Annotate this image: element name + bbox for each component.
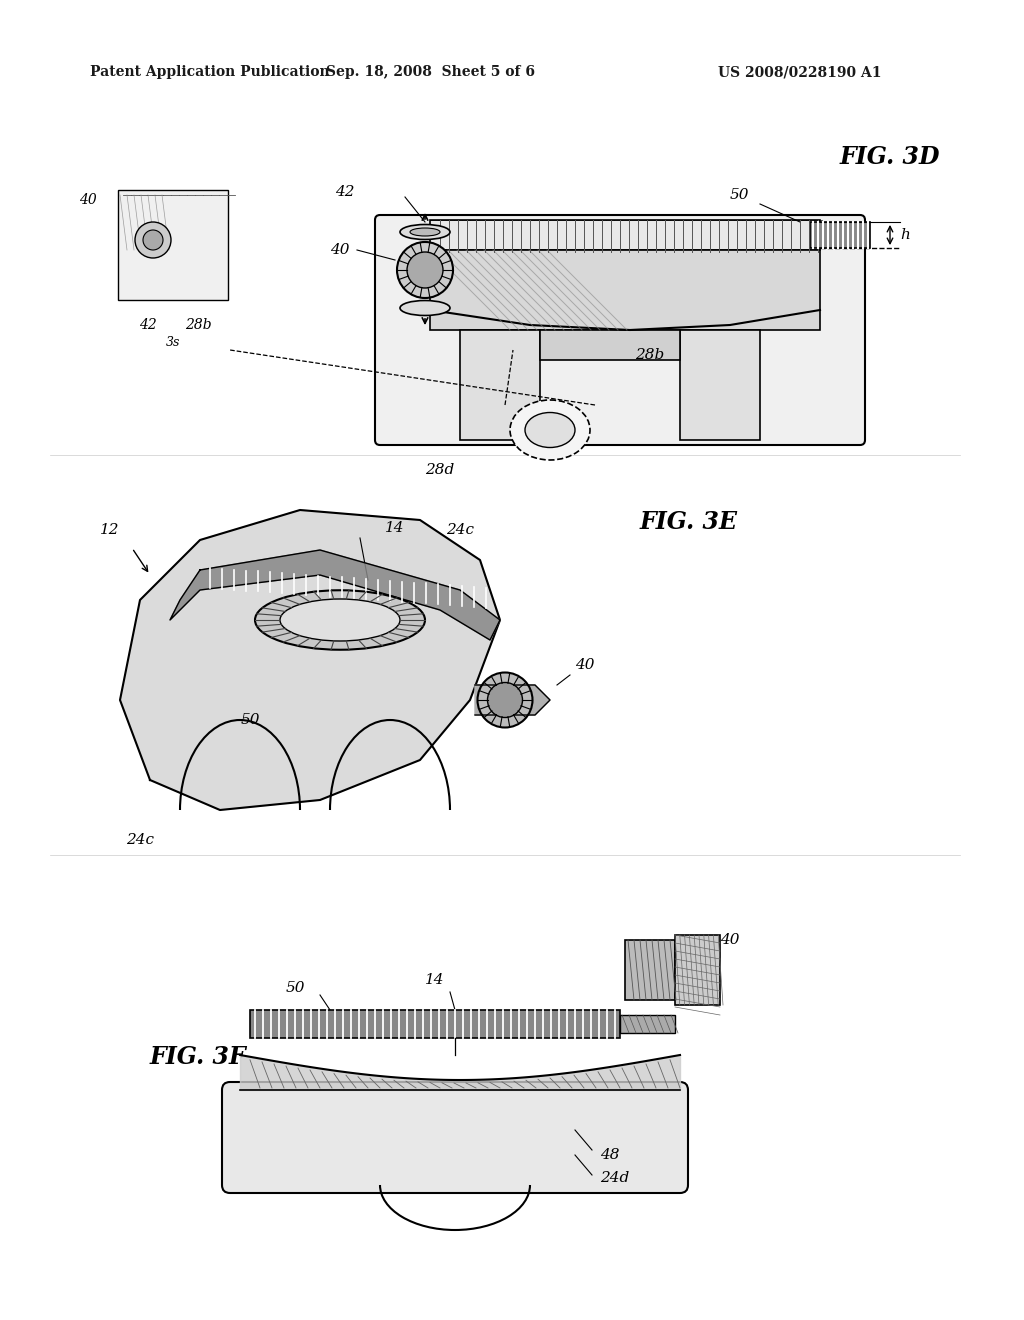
Circle shape	[397, 242, 453, 298]
Ellipse shape	[487, 682, 522, 718]
FancyBboxPatch shape	[222, 1082, 688, 1193]
Bar	[118, 190, 228, 300]
FancyBboxPatch shape	[375, 215, 865, 445]
Circle shape	[407, 252, 443, 288]
Ellipse shape	[525, 412, 575, 447]
Text: 14: 14	[425, 973, 444, 987]
Text: Sep. 18, 2008  Sheet 5 of 6: Sep. 18, 2008 Sheet 5 of 6	[326, 65, 535, 79]
Ellipse shape	[410, 228, 440, 236]
Bar	[680, 330, 760, 440]
Polygon shape	[120, 510, 500, 810]
Circle shape	[143, 230, 163, 249]
Bar	[625, 940, 675, 1001]
Polygon shape	[475, 685, 550, 715]
Ellipse shape	[477, 672, 532, 727]
Text: 40: 40	[330, 243, 349, 257]
Text: 50: 50	[241, 713, 260, 727]
Ellipse shape	[510, 400, 590, 459]
Text: US 2008/0228190 A1: US 2008/0228190 A1	[718, 65, 882, 79]
Ellipse shape	[280, 599, 400, 642]
Text: 42: 42	[139, 318, 157, 333]
Ellipse shape	[400, 224, 450, 239]
Bar	[430, 220, 820, 249]
Bar	[675, 935, 720, 1005]
Bar	[430, 249, 820, 330]
Text: h: h	[900, 228, 910, 242]
Text: 28b: 28b	[184, 318, 211, 333]
Text: 48: 48	[600, 1148, 620, 1162]
Text: 28b: 28b	[635, 348, 665, 362]
Text: 24d: 24d	[600, 1171, 630, 1185]
Text: 42: 42	[335, 185, 354, 199]
Text: 40: 40	[79, 193, 97, 207]
Text: FIG. 3E: FIG. 3E	[640, 510, 738, 535]
Text: 3s: 3s	[166, 337, 180, 350]
Ellipse shape	[255, 590, 425, 649]
Text: 40: 40	[575, 657, 595, 672]
Text: 24c: 24c	[446, 523, 474, 537]
Bar	[620, 1015, 675, 1034]
Text: 50: 50	[286, 981, 305, 995]
Text: 14: 14	[385, 521, 404, 535]
Bar	[250, 1010, 620, 1038]
Text: Patent Application Publication: Patent Application Publication	[90, 65, 330, 79]
Bar	[460, 330, 540, 440]
Text: 24c: 24c	[126, 833, 154, 847]
Circle shape	[135, 222, 171, 257]
Polygon shape	[170, 550, 500, 640]
Bar	[540, 330, 680, 360]
Text: 28d: 28d	[425, 463, 455, 477]
Text: FIG. 3F: FIG. 3F	[150, 1045, 247, 1069]
Text: 12: 12	[100, 523, 120, 537]
Text: 40: 40	[720, 933, 739, 946]
Text: 50: 50	[730, 187, 750, 202]
Ellipse shape	[400, 301, 450, 315]
Bar	[810, 222, 870, 248]
Text: FIG. 3D: FIG. 3D	[840, 145, 940, 169]
